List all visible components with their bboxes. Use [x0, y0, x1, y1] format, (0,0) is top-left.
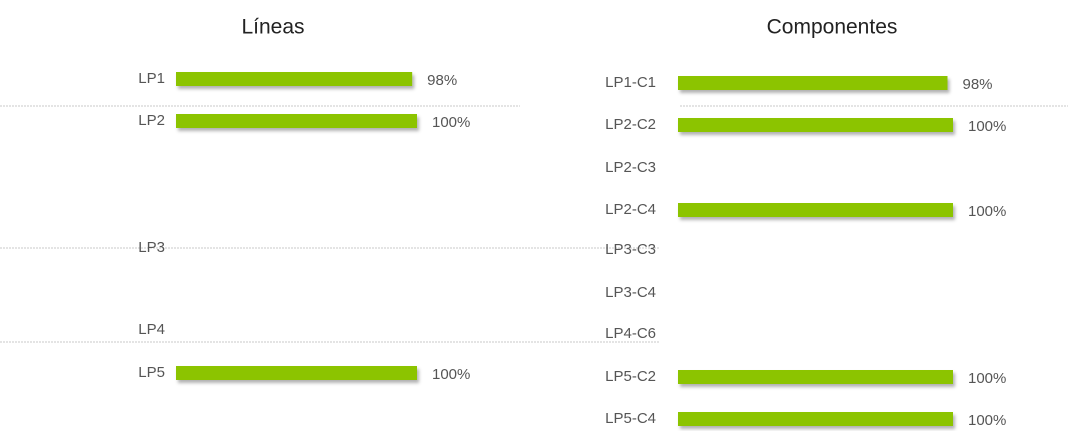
category-label: LP5-C4 [605, 410, 656, 427]
category-label: LP2 [138, 112, 165, 129]
bar [176, 366, 417, 380]
chart-title: Líneas [241, 16, 304, 39]
value-label: 100% [968, 203, 1006, 220]
value-label: 100% [432, 366, 470, 383]
category-label: LP2-C3 [605, 159, 656, 176]
category-label: LP2-C4 [605, 201, 656, 218]
value-label: 100% [968, 370, 1006, 387]
value-label: 98% [427, 72, 457, 89]
bar [678, 370, 953, 384]
category-label: LP3-C4 [605, 284, 656, 301]
category-label: LP2-C2 [605, 116, 656, 133]
chart-title: Componentes [767, 16, 898, 39]
category-label: LP1-C1 [605, 74, 656, 91]
bar [678, 118, 953, 132]
category-label: LP5 [138, 364, 165, 381]
value-label: 98% [963, 76, 993, 93]
value-label: 100% [432, 114, 470, 131]
bar [678, 412, 953, 426]
bar [678, 203, 953, 217]
bar [678, 76, 948, 90]
category-label: LP1 [138, 70, 165, 87]
category-label: LP5-C2 [605, 368, 656, 385]
bar [176, 114, 417, 128]
bar [176, 72, 413, 86]
category-label: LP3 [138, 239, 165, 256]
category-label: LP4 [138, 321, 165, 338]
category-label: LP4-C6 [605, 325, 656, 342]
category-label: LP3-C3 [605, 241, 656, 258]
value-label: 100% [968, 118, 1006, 135]
value-label: 100% [968, 412, 1006, 429]
